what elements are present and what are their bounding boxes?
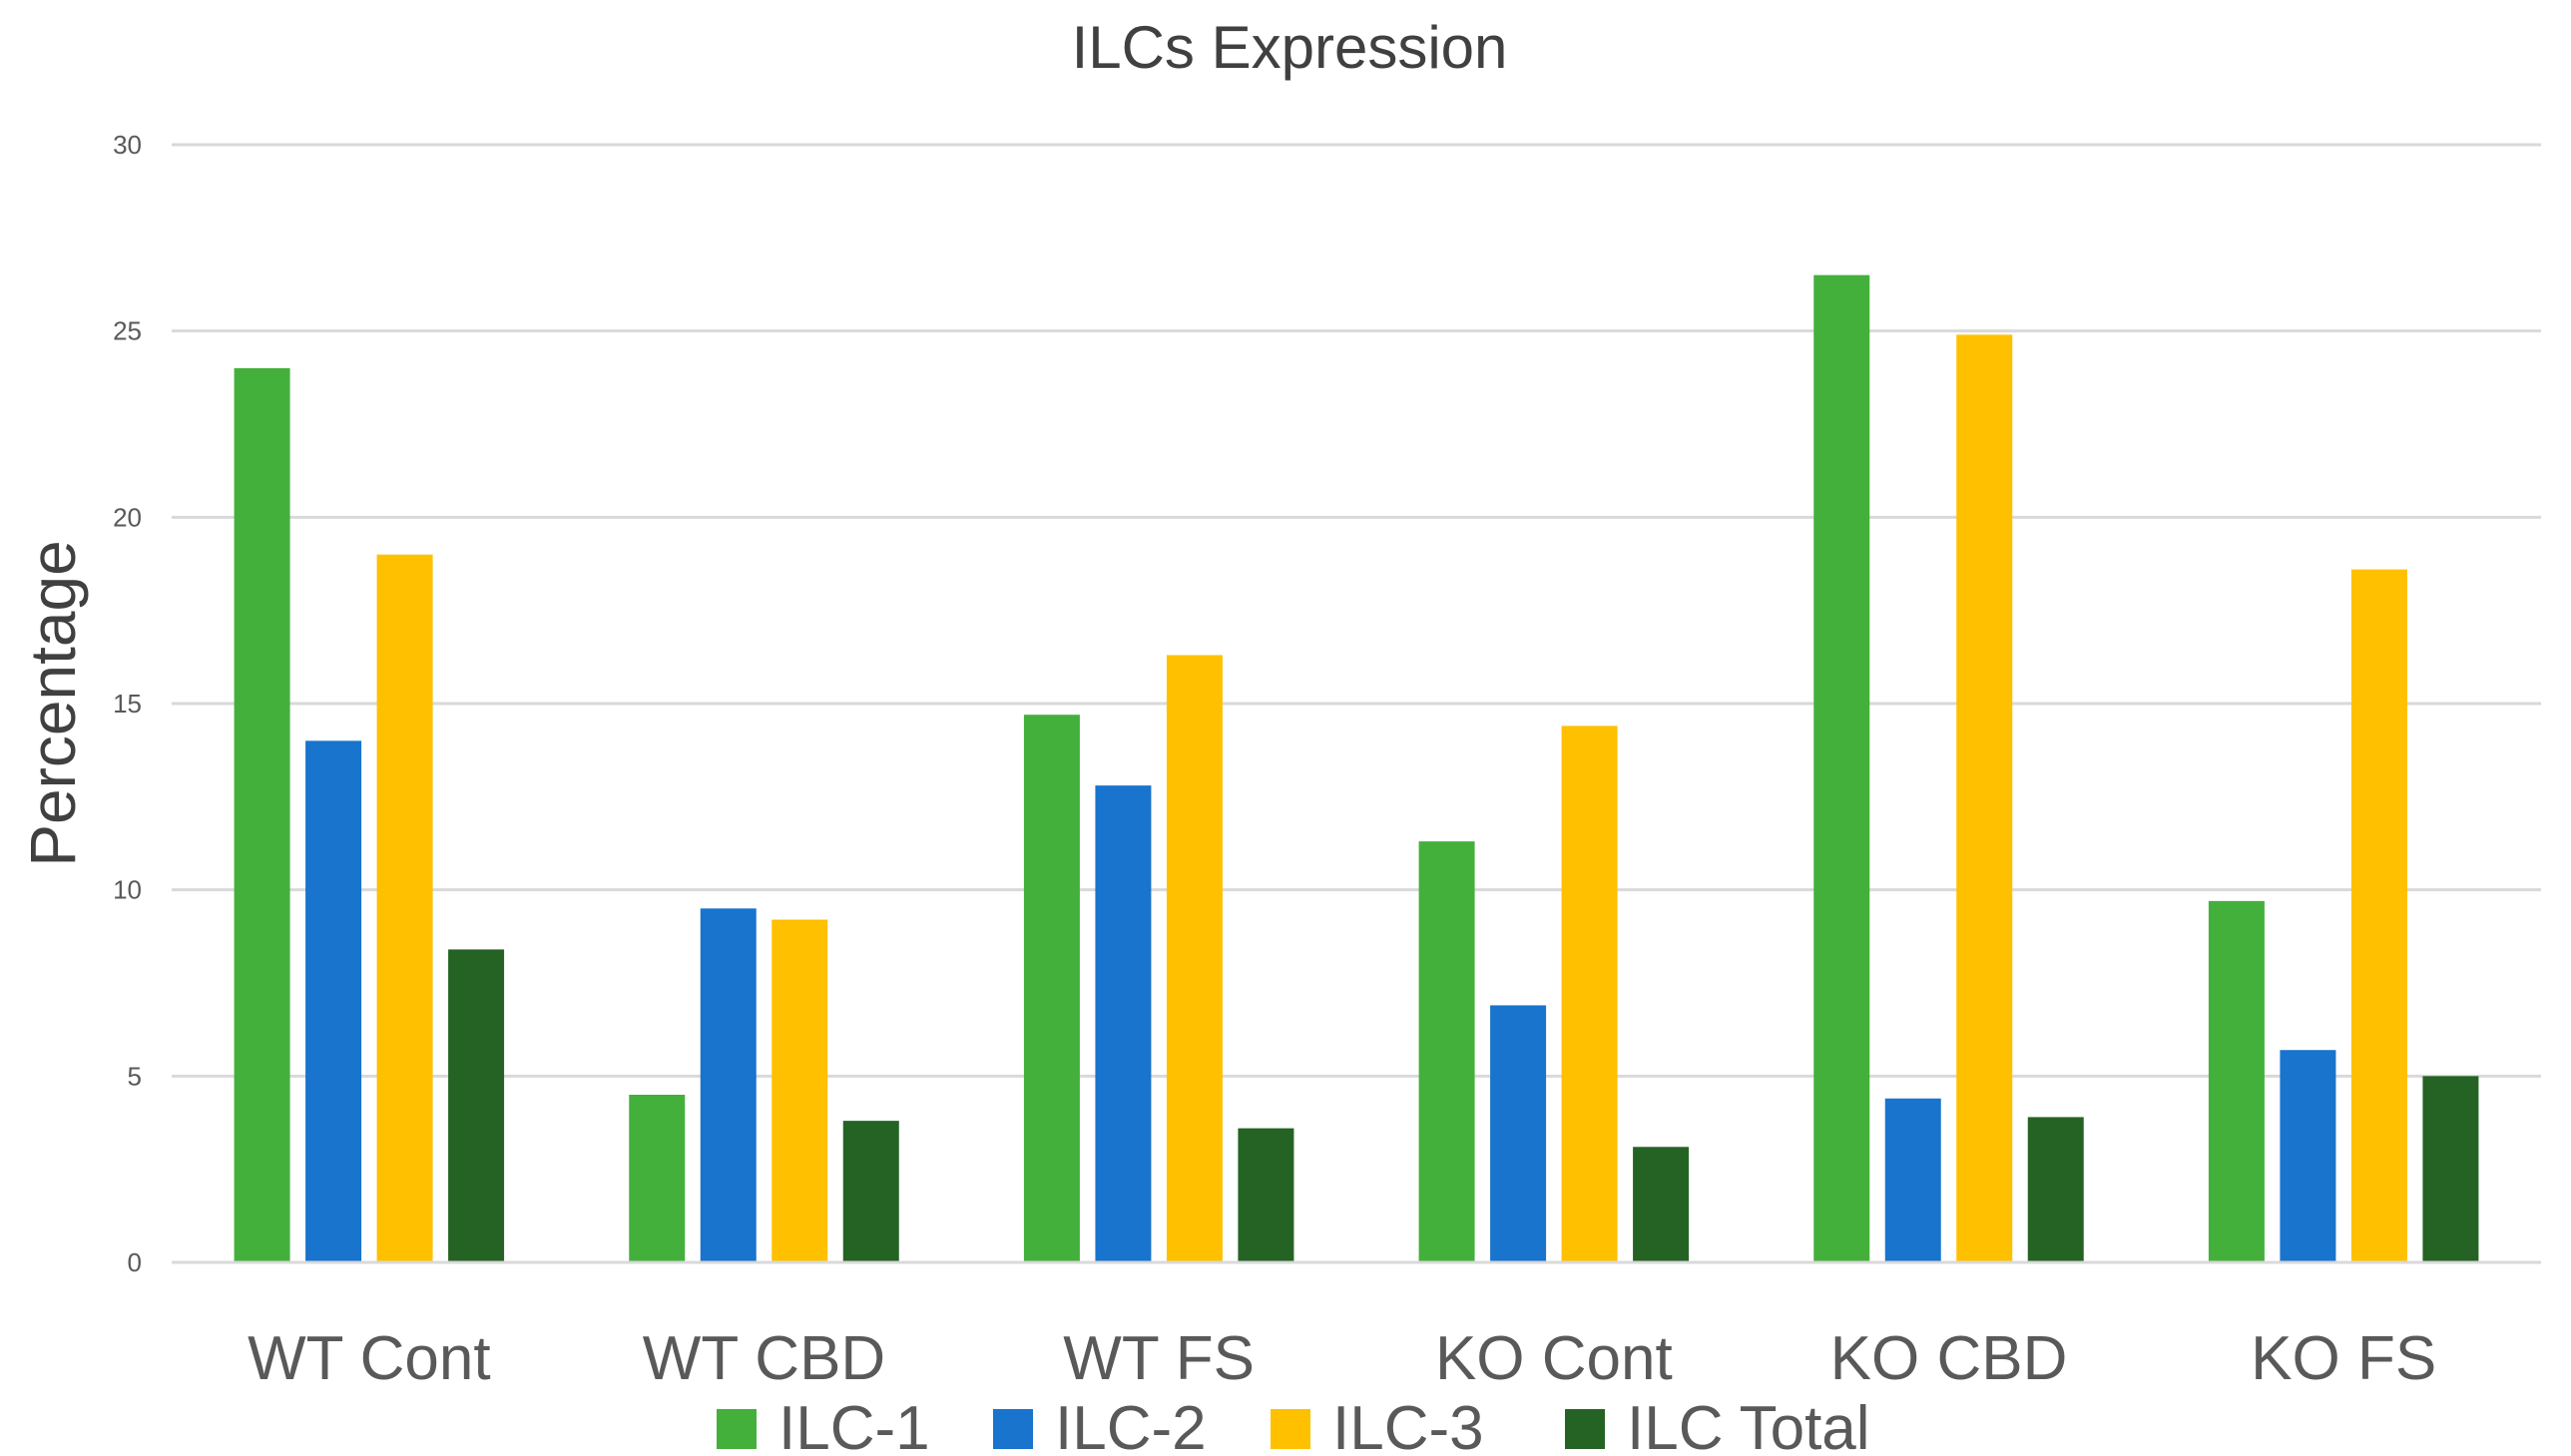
bars bbox=[172, 274, 2541, 1264]
y-tick-label: 30 bbox=[113, 130, 142, 160]
chart-title: ILCs Expression bbox=[1072, 14, 1508, 81]
bar-ilc-3-ko-fs bbox=[2350, 569, 2407, 1262]
bar-ilc-3-ko-cbd bbox=[1956, 334, 2013, 1262]
bar-ilc-1-wt-cont bbox=[234, 368, 290, 1262]
x-tick-label: KO CBD bbox=[1830, 1324, 2068, 1393]
legend-swatch bbox=[717, 1409, 757, 1449]
legend-label: ILC Total bbox=[1627, 1394, 1870, 1456]
x-tick-label: WT CBD bbox=[643, 1324, 885, 1393]
bar-ilc-total-ko-cbd bbox=[2027, 1117, 2084, 1262]
x-tick-label: WT FS bbox=[1063, 1324, 1255, 1393]
bar-ilc-total-wt-cbd bbox=[842, 1121, 899, 1262]
bar-ilc-total-ko-cont bbox=[1633, 1147, 1690, 1262]
legend-swatch bbox=[1565, 1409, 1605, 1449]
bar-ilc-2-wt-fs bbox=[1095, 785, 1152, 1262]
y-tick-label: 25 bbox=[113, 316, 142, 346]
x-tick-label: KO Cont bbox=[1435, 1324, 1673, 1393]
bar-ilc-1-ko-cbd bbox=[1813, 274, 1870, 1263]
bar-ilc-2-ko-cont bbox=[1490, 1005, 1547, 1262]
bar-ilc-3-wt-cbd bbox=[771, 919, 828, 1262]
x-tick-label: WT Cont bbox=[248, 1324, 490, 1393]
bar-ilc-3-ko-cont bbox=[1561, 726, 1618, 1262]
y-tick-label: 10 bbox=[113, 875, 142, 905]
bar-ilc-total-ko-fs bbox=[2422, 1076, 2479, 1262]
bar-ilc-2-ko-fs bbox=[2280, 1050, 2336, 1262]
legend-swatch bbox=[993, 1409, 1033, 1449]
y-tick-label: 15 bbox=[113, 689, 142, 719]
legend-label: ILC-2 bbox=[1055, 1394, 1207, 1456]
y-tick-label: 0 bbox=[128, 1247, 142, 1277]
x-tick-label: KO FS bbox=[2251, 1324, 2436, 1393]
x-tick-labels: WT Cont WT CBD WT FS KO Cont KO CBD KO FS bbox=[248, 1324, 2436, 1393]
bar-ilc-2-wt-cbd bbox=[700, 908, 757, 1262]
bar-ilc-1-wt-cbd bbox=[629, 1095, 686, 1262]
legend-label: ILC-3 bbox=[1332, 1394, 1484, 1456]
legend-label: ILC-1 bbox=[778, 1394, 930, 1456]
bar-ilc-3-wt-fs bbox=[1166, 655, 1223, 1262]
bar-ilc-1-ko-cont bbox=[1418, 841, 1475, 1262]
legend-swatch bbox=[1271, 1409, 1310, 1449]
legend: ILC-1 ILC-2 ILC-3 ILC Total bbox=[717, 1394, 1870, 1456]
bar-ilc-2-ko-cbd bbox=[1884, 1098, 1941, 1262]
y-tick-label: 20 bbox=[113, 502, 142, 532]
bar-ilc-1-ko-fs bbox=[2208, 900, 2265, 1262]
bar-ilc-2-wt-cont bbox=[305, 740, 362, 1262]
bar-ilc-total-wt-fs bbox=[1238, 1128, 1294, 1262]
bar-ilc-total-wt-cont bbox=[448, 949, 505, 1262]
gridlines bbox=[172, 143, 2541, 1264]
y-tick-labels: 0 5 10 15 20 25 30 bbox=[113, 130, 142, 1277]
bar-ilc-3-wt-cont bbox=[376, 554, 433, 1262]
y-axis-label: Percentage bbox=[17, 540, 89, 866]
bar-ilc-1-wt-fs bbox=[1023, 715, 1080, 1262]
y-tick-label: 5 bbox=[128, 1061, 142, 1091]
